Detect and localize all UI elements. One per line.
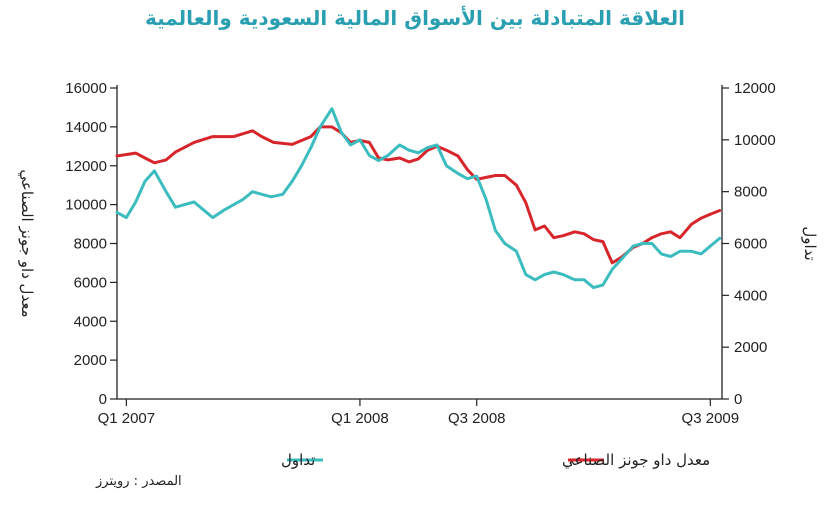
y-tick-label-left: 2000: [74, 352, 107, 369]
y-tick-label-left: 14000: [65, 119, 107, 136]
y-tick-label-right: 10000: [734, 132, 776, 149]
axes: 0 2000 4000 6000 8000 10000 12000 14000 16000 0 20…: [17, 80, 819, 427]
x-tick-label: Q1 2007: [98, 410, 156, 427]
y-axis-left-title: معدل داو جونز الصناعي: [17, 169, 36, 317]
y-tick-label-left: 8000: [74, 236, 107, 253]
legend-label-tadawul: تداول: [281, 451, 315, 469]
y-axis-right-title: تداول: [801, 226, 819, 260]
y-tick-label-right: 2000: [734, 339, 767, 356]
x-tick-label: Q1 2008: [331, 410, 389, 427]
legend-label-dow: معدل داو جونز الصناعي: [562, 451, 710, 470]
y-tick-label-left: 0: [99, 391, 107, 408]
y-tick-label-right: 0: [734, 391, 742, 408]
x-tick-label: Q3 2008: [448, 410, 506, 427]
x-tick-label: Q3 2009: [682, 410, 740, 427]
dow-jones-line: [115, 125, 722, 265]
chart-title: العلاقة المتبادلة بين الأسواق المالية ال…: [144, 6, 686, 30]
y-tick-label-right: 6000: [734, 236, 767, 253]
y-tick-label-right: 4000: [734, 287, 767, 304]
tadawul-line: [115, 107, 722, 290]
y-tick-label-left: 4000: [74, 313, 107, 330]
y-tick-label-right: 12000: [734, 80, 776, 97]
y-tick-label-right: 8000: [734, 184, 767, 201]
y-tick-label-left: 12000: [65, 158, 107, 175]
series-layer: [115, 107, 722, 290]
legend: معدل داو جونز الصناعي تداول: [281, 451, 710, 470]
y-tick-label-left: 10000: [65, 197, 107, 214]
y-tick-label-left: 16000: [65, 80, 107, 97]
y-tick-label-left: 6000: [74, 274, 107, 291]
source-note: المصدر : رويترز: [96, 474, 182, 489]
